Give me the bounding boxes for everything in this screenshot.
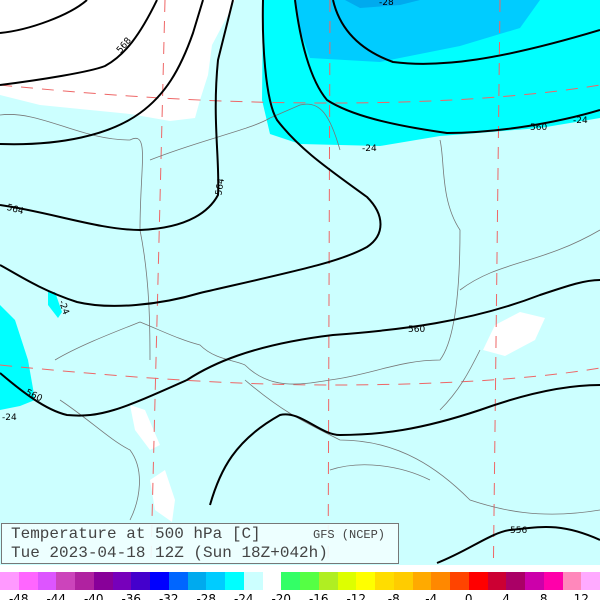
colorbar-swatch xyxy=(375,572,394,590)
contour-564-a xyxy=(0,0,204,146)
colorbar-labels: -48 -44 -40 -36 -32 -28 -24 -20 -16 -12 -8 -4 0 4 8 12 xyxy=(0,592,600,600)
colorbar-swatch xyxy=(112,572,132,590)
contour-label: -24 xyxy=(56,299,71,316)
colorbar-swatch xyxy=(525,572,544,590)
cold-region-28 xyxy=(295,0,540,62)
colorbar-swatch xyxy=(0,572,19,590)
colorbar-tick-label: -8 xyxy=(387,592,400,600)
colorbar-swatch xyxy=(75,572,94,590)
valid-time: Tue 2023-04-18 12Z (Sun 18Z+042h) xyxy=(11,544,328,562)
colorbar-swatch xyxy=(506,572,525,590)
colorbar-swatch xyxy=(337,572,357,590)
contour-label: 560 xyxy=(408,325,425,335)
colorbar-tick-label: -20 xyxy=(271,592,292,600)
colorbar-swatch xyxy=(412,572,432,590)
colorbar-swatch xyxy=(262,572,282,590)
contour-560-a xyxy=(0,0,382,307)
colorbar-swatch xyxy=(318,572,338,590)
colorbar-tick-label: -28 xyxy=(196,592,217,600)
warm-region-south-1 xyxy=(130,405,160,450)
colorbar-swatch xyxy=(356,572,375,590)
colorbar-swatch xyxy=(131,572,150,590)
colorbar-swatch xyxy=(225,572,244,590)
colorbar-tick-label: 4 xyxy=(502,592,511,600)
cold-region-west xyxy=(0,305,35,410)
colorbar-swatch xyxy=(431,572,450,590)
colorbar-swatch xyxy=(468,572,488,590)
colorbar-swatch xyxy=(18,572,38,590)
colorbar-tick-label: -44 xyxy=(46,592,67,600)
colorbar-swatch xyxy=(206,572,225,590)
colorbar-swatch xyxy=(393,572,413,590)
contour-label: -28 xyxy=(379,0,394,8)
contour-label: 556 xyxy=(510,526,527,536)
colorbar-swatch xyxy=(281,572,300,590)
contour-label: -24 xyxy=(362,144,377,154)
contour-label: -24 xyxy=(2,413,17,423)
colorbar-swatch xyxy=(56,572,75,590)
contour-label: -24 xyxy=(573,116,588,126)
contour-label: 564 xyxy=(214,177,227,196)
colorbar-swatch xyxy=(543,572,563,590)
contour-label: 564 xyxy=(5,203,24,217)
colorbar-swatch xyxy=(187,572,207,590)
colorbar-swatch xyxy=(581,572,600,590)
contour-north-east xyxy=(332,0,600,65)
colorbar-tick-label: -24 xyxy=(233,592,254,600)
colorbar-swatch xyxy=(300,572,319,590)
colorbar-tick-label: -32 xyxy=(158,592,179,600)
title-box: Temperature at 500 hPa [C] GFS (NCEP) Tu… xyxy=(1,523,399,564)
colorbar-tick-label: -12 xyxy=(346,592,367,600)
colorbar-swatch xyxy=(487,572,507,590)
contour-north xyxy=(0,0,88,34)
colorbar-swatch xyxy=(37,572,57,590)
colorbar-tick-label: 8 xyxy=(539,592,548,600)
colorbar-swatch xyxy=(243,572,263,590)
contour-568 xyxy=(0,0,158,86)
contour-564-b xyxy=(0,0,234,232)
colorbar-swatch xyxy=(150,572,169,590)
colorbar-tick-label: -40 xyxy=(83,592,104,600)
contour-south xyxy=(209,384,600,506)
contour-560-b xyxy=(294,0,600,135)
map-title: Temperature at 500 hPa [C] xyxy=(11,525,261,543)
contour-labels: 568 564 564 560 560 560 556 -28 -24 -24 … xyxy=(2,0,588,536)
height-contours xyxy=(0,0,600,564)
cold-blob-west xyxy=(48,292,62,318)
contour-556 xyxy=(436,526,600,564)
warm-region-east xyxy=(483,312,545,356)
model-label: GFS (NCEP) xyxy=(313,528,386,542)
warm-region-south-2 xyxy=(150,470,175,522)
colorbar-swatch xyxy=(450,572,469,590)
contour-560-c xyxy=(0,279,600,417)
colorbar xyxy=(0,572,600,590)
warm-region-nw xyxy=(0,0,235,121)
contour-label: 560 xyxy=(530,123,547,133)
colorbar-tick-label: -16 xyxy=(308,592,329,600)
colorbar-tick-label: -48 xyxy=(8,592,29,600)
colorbar-swatch xyxy=(168,572,188,590)
cold-region-32 xyxy=(345,0,420,8)
colorbar-tick-label: -4 xyxy=(425,592,438,600)
country-borders xyxy=(0,103,600,521)
colorbar-swatch xyxy=(562,572,582,590)
colorbar-tick-label: -36 xyxy=(121,592,142,600)
colorbar-tick-label: 12 xyxy=(573,592,589,600)
colorbar-tick-label: 0 xyxy=(464,592,473,600)
colorbar-swatch xyxy=(93,572,113,590)
